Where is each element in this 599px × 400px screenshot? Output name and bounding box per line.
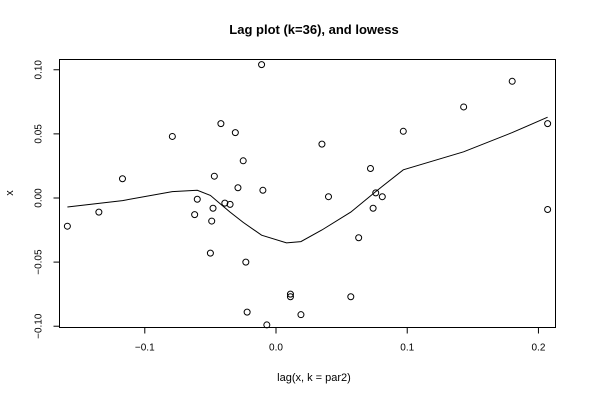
y-tick-label: 0.05 [34,124,45,144]
lowess-curve [67,116,548,244]
data-point [258,61,266,69]
data-point [168,132,176,140]
data-point [399,127,407,135]
y-tick-label: 0.10 [34,60,45,80]
data-point [369,204,377,212]
data-point [544,206,552,214]
data-point [286,293,294,301]
data-point [118,175,126,183]
data-point [347,293,355,301]
data-point [297,311,305,319]
data-point [372,189,380,197]
y-axis: −0.10 −0.05 0.00 0.05 0.10 [34,60,60,339]
chart-title: Lag plot (k=36), and lowess [229,22,398,37]
y-axis-label: x [4,190,16,196]
x-tick-label: 0.0 [269,343,283,354]
plot-frame [59,59,556,328]
data-point [210,172,218,180]
y-tick-label: −0.05 [34,249,45,275]
y-tick-label: −0.10 [34,313,45,339]
data-point [234,184,242,192]
data-point [217,120,225,128]
x-tick-label: 0.1 [400,343,414,354]
data-point [209,204,217,212]
data-point [95,208,103,216]
y-tick-label: 0.00 [34,188,45,208]
data-point [544,120,552,128]
x-axis: −0.1 0.0 0.1 0.2 [135,327,546,354]
data-point [208,217,216,225]
data-point [355,234,363,242]
data-point [324,193,332,201]
x-tick-label: 0.2 [531,343,545,354]
data-point [63,222,71,230]
data-point [239,157,247,165]
data-point [243,308,251,316]
data-point [226,200,234,208]
data-point [259,186,267,194]
x-tick-label: −0.1 [135,343,155,354]
x-axis-label: lag(x, k = par2) [277,372,351,384]
data-point [378,193,386,201]
data-point [193,195,201,203]
data-point [508,77,516,85]
data-point [191,211,199,219]
data-point [318,140,326,148]
data-point [263,321,271,329]
scatter-points [63,61,552,329]
data-point [286,290,294,298]
data-point [460,103,468,111]
data-point [231,129,239,137]
data-point [366,164,374,172]
data-point [242,258,250,266]
data-point [206,249,214,257]
data-point [221,199,229,207]
